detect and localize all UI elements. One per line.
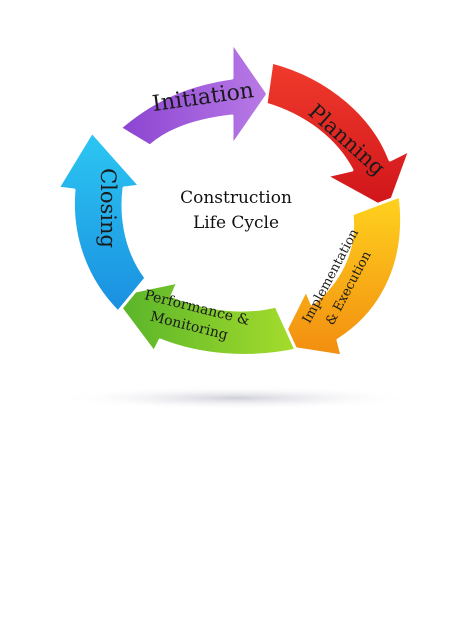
- implementation-arrow: [276, 194, 404, 358]
- center-title-line-1: Construction: [180, 188, 292, 208]
- ground-shadow: [56, 386, 416, 410]
- stage-label-closing: Closing: [96, 168, 120, 248]
- performance-monitoring-arrow: [110, 280, 298, 357]
- closing-arrow: [56, 130, 148, 314]
- initiation-arrow: [118, 40, 270, 148]
- center-title-line-2: Life Cycle: [193, 213, 279, 233]
- planning-arrow: [264, 60, 412, 212]
